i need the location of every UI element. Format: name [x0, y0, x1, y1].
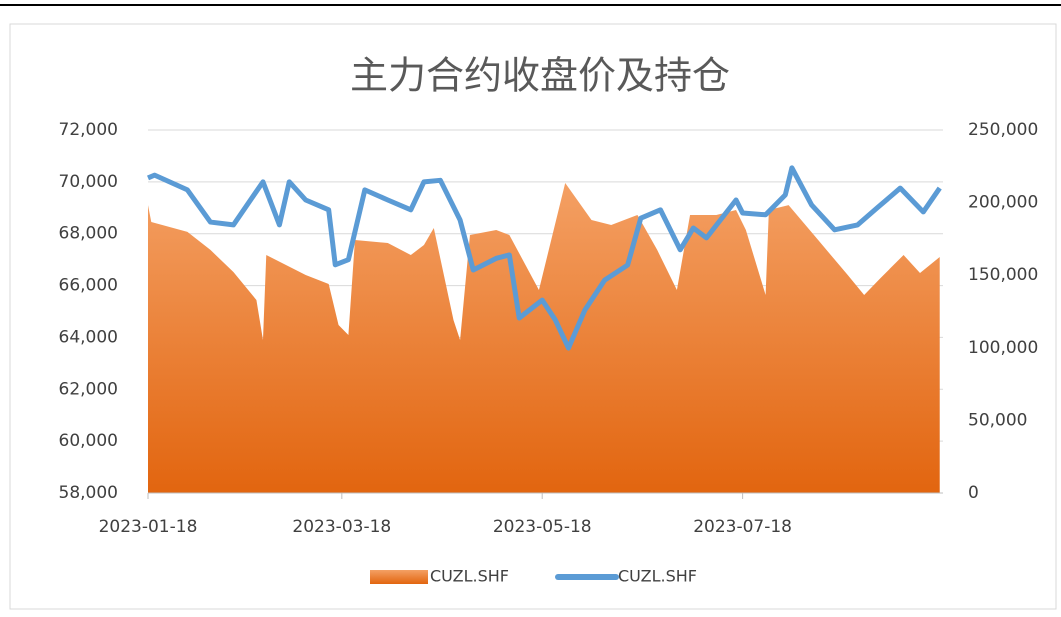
x-tick-label: 2023-03-18 [292, 517, 391, 537]
y2-tick-label: 50,000 [968, 410, 1027, 430]
y-tick-label: 66,000 [59, 276, 118, 296]
y-tick-label: 60,000 [59, 431, 118, 451]
y-tick-label: 68,000 [59, 224, 118, 244]
y-tick-label: 64,000 [59, 327, 118, 347]
y-tick-label: 62,000 [59, 379, 118, 399]
y-tick-label: 58,000 [59, 483, 118, 503]
line [147, 165, 942, 351]
y-tick-label: 72,000 [59, 120, 118, 140]
chart-title: 主力合约收盘价及持仓 [350, 54, 730, 98]
x-tick-label: 2023-05-18 [493, 517, 592, 537]
y2-tick-label: 200,000 [968, 193, 1038, 213]
legend-swatch [370, 570, 428, 584]
y-tick-label: 70,000 [59, 172, 118, 192]
area [148, 182, 940, 494]
legend-label: CUZL.SHF [618, 567, 697, 586]
legend-label: CUZL.SHF [430, 567, 509, 586]
y2-tick-label: 150,000 [968, 265, 1038, 285]
x-tick-label: 2023-07-18 [693, 517, 792, 537]
x-tick-label: 2023-01-18 [99, 517, 198, 537]
y2-tick-label: 250,000 [968, 120, 1038, 140]
y2-tick-label: 0 [968, 483, 979, 503]
y2-tick-label: 100,000 [968, 338, 1038, 358]
